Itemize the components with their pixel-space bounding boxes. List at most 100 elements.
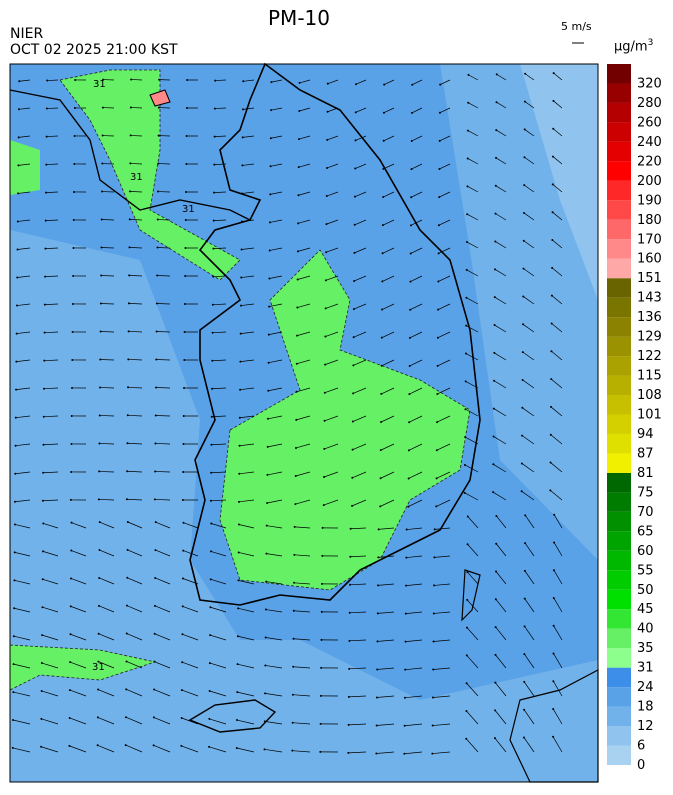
colorbar-swatch <box>607 141 631 162</box>
wind-arrow-head <box>349 555 352 558</box>
wind-arrow-head <box>351 448 354 451</box>
wind-arrow-head <box>433 556 436 559</box>
wind-arrow-head <box>550 350 553 353</box>
wind-arrow-head <box>15 332 18 335</box>
wind-arrow <box>325 359 339 365</box>
wind-arrow-head <box>551 183 554 186</box>
colorbar-swatch <box>607 278 631 298</box>
wind-arrow <box>494 269 507 277</box>
wind-arrow-head <box>493 351 496 354</box>
wind-arrow <box>348 695 367 698</box>
colorbar-label: 12 <box>637 719 654 734</box>
wind-arrow <box>353 331 367 338</box>
wind-arrow-head <box>154 442 157 445</box>
wind-arrow <box>551 267 563 277</box>
map: 31 31 31 31 <box>9 62 599 783</box>
wind-arrow <box>468 102 479 109</box>
wind-arrow <box>381 303 395 310</box>
wind-arrow <box>355 79 367 85</box>
wind-arrow <box>353 303 367 310</box>
pollution-area <box>219 249 471 591</box>
wind-arrow-head <box>181 633 184 636</box>
wind-arrow-head <box>298 138 301 141</box>
wind-arrow-head <box>404 668 407 671</box>
wind-arrow <box>266 525 283 529</box>
wind-arrow-head <box>466 185 469 188</box>
wind-arrow <box>154 499 171 501</box>
wind-arrow <box>240 331 255 334</box>
wind-arrow-head <box>209 634 212 637</box>
unit: µg/m3 <box>614 38 653 54</box>
wind-arrow-head <box>153 498 156 501</box>
wind-arrow-head <box>296 250 299 253</box>
wind-arrow <box>552 736 563 753</box>
wind-arrow <box>295 499 311 505</box>
wind-arrow-head <box>263 748 266 751</box>
wind-arrow-head <box>467 73 470 76</box>
wind-arrow <box>354 247 367 254</box>
wind-arrow <box>380 415 395 423</box>
wind-arrow-head <box>465 682 468 685</box>
wind-arrow-head <box>124 744 127 747</box>
wind-arrow <box>155 577 171 585</box>
colorbar-label: 240 <box>637 135 662 150</box>
colorbar-swatch <box>607 570 631 590</box>
wind-arrow-head <box>324 279 327 282</box>
wind-arrow <box>215 79 227 81</box>
wind-arrow-head <box>184 274 187 277</box>
wind-arrow-head <box>465 296 468 299</box>
wind-arrow-head <box>264 636 267 639</box>
wind-arrow <box>99 549 115 557</box>
wind-scale: 5 m/s <box>561 20 592 33</box>
wind-arrow <box>264 748 283 753</box>
wind-arrow <box>211 523 227 529</box>
wind-arrow-head <box>184 246 187 249</box>
wind-arrow-head <box>297 166 300 169</box>
wind-arrow <box>410 247 423 254</box>
wind-arrow <box>466 241 479 249</box>
colorbar-swatch <box>607 726 631 746</box>
wind-arrow <box>100 331 115 333</box>
wind-arrow <box>242 191 255 194</box>
wind-arrow <box>350 527 367 530</box>
wind-arrow <box>432 695 451 698</box>
wind-arrow-head <box>403 696 406 699</box>
colorbar-swatch <box>607 356 631 376</box>
wind-arrow <box>296 359 311 365</box>
wind-arrow <box>467 158 479 165</box>
wind-arrow-head <box>212 247 215 250</box>
wind-arrow-head <box>403 752 406 755</box>
wind-arrow <box>352 443 367 450</box>
wind-arrow-head <box>438 139 441 142</box>
wind-arrow <box>468 74 479 81</box>
wind-arrow <box>128 330 143 333</box>
wind-arrow-head <box>153 632 156 635</box>
wind-arrow-head <box>14 472 17 475</box>
wind-arrow-head <box>98 442 101 445</box>
colorbar-label: 94 <box>637 427 654 442</box>
wind-arrow <box>299 107 311 112</box>
wind-arrow <box>325 275 339 281</box>
wind-arrow <box>154 689 171 697</box>
wind-arrow-head <box>270 109 273 112</box>
wind-arrow <box>13 663 31 669</box>
wind-arrow <box>126 661 143 669</box>
wind-arrow-head <box>240 276 243 279</box>
colorbar-label: 170 <box>637 232 662 247</box>
wind-arrow-head <box>466 598 469 601</box>
wind-arrow-head <box>552 569 555 572</box>
wind-arrow-head <box>72 246 75 249</box>
colorbar-swatch <box>607 511 631 532</box>
wind-arrow-head <box>180 716 183 719</box>
wind-arrow <box>377 611 395 614</box>
wind-arrow-head <box>408 336 411 339</box>
wind-arrow <box>383 191 395 198</box>
wind-arrow-head <box>466 129 469 132</box>
wind-arrow-head <box>12 719 15 722</box>
wind-arrow-head <box>12 691 15 694</box>
wind-arrow-head <box>291 721 294 724</box>
wind-arrow-head <box>238 416 241 419</box>
wind-arrow-head <box>211 359 214 362</box>
wind-arrow-head <box>435 477 438 480</box>
wind-arrow <box>45 275 59 277</box>
